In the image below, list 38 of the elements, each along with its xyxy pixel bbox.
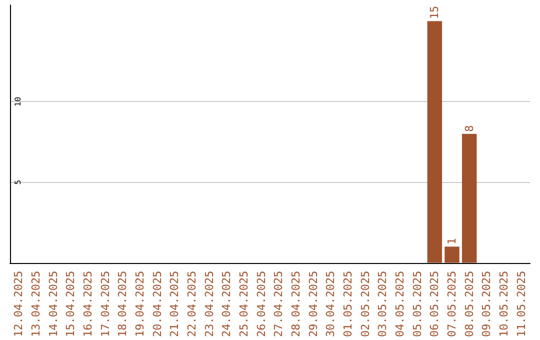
x-tick-label: 22.04.2025	[186, 270, 198, 338]
x-tick-label: 03.05.2025	[376, 270, 390, 338]
x-tick-label: 18.04.2025	[116, 270, 130, 338]
x-tick-label: 11.05.2025	[514, 270, 528, 338]
x-tick-label: 27.04.2025	[272, 270, 286, 338]
x-tick-label: 13.04.2025	[30, 270, 42, 338]
bar	[427, 21, 442, 263]
x-tick-label: 16.04.2025	[82, 270, 94, 338]
x-tick-label: 14.04.2025	[46, 270, 60, 338]
x-tick-label: 15.04.2025	[64, 270, 78, 338]
x-tick-label: 23.04.2025	[202, 270, 216, 338]
bar	[462, 134, 477, 263]
y-tick-label: 10	[14, 96, 22, 106]
x-tick-label: 07.05.2025	[446, 270, 458, 338]
x-tick-label: 21.04.2025	[168, 270, 182, 338]
x-tick-label: 29.04.2025	[306, 270, 320, 338]
bar	[444, 246, 460, 263]
x-tick-label: 28.04.2025	[290, 270, 302, 338]
x-tick-label: 20.04.2025	[150, 270, 164, 338]
x-tick-label: 01.05.2025	[342, 270, 354, 338]
x-tick-label: 17.04.2025	[98, 270, 112, 338]
x-tick-label: 26.04.2025	[254, 270, 268, 338]
x-tick-label: 04.05.2025	[394, 270, 406, 338]
x-tick-label: 10.05.2025	[498, 270, 510, 338]
x-tick-label: 02.05.2025	[358, 270, 372, 338]
x-tick-label: 05.05.2025	[410, 270, 424, 338]
x-tick-label: 08.05.2025	[462, 270, 476, 338]
x-tick-label: 12.04.2025	[12, 270, 26, 338]
x-tick-label: 24.04.2025	[220, 270, 234, 338]
data-label: 1	[446, 238, 458, 245]
x-tick-label: 30.04.2025	[324, 270, 338, 338]
x-tick-label: 06.05.2025	[428, 270, 442, 338]
x-tick-label: 25.04.2025	[238, 270, 250, 338]
data-label: 15	[428, 6, 442, 20]
x-tick-label: 09.05.2025	[480, 270, 494, 338]
x-tick-label: 19.04.2025	[134, 270, 146, 338]
y-tick-label: 5	[14, 180, 22, 185]
data-label: 8	[462, 125, 476, 132]
